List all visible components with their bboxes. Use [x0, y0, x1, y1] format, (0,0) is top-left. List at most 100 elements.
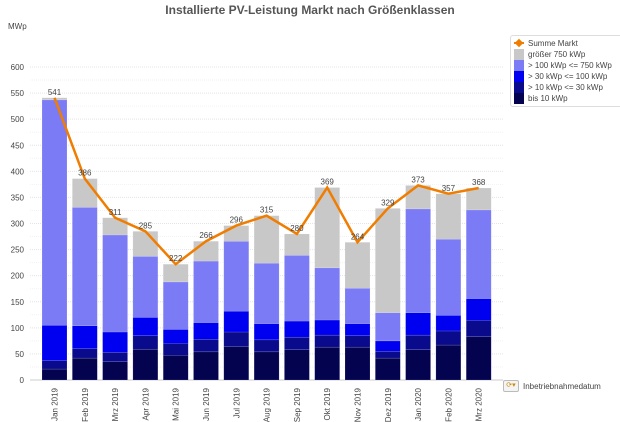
bar-segment [132, 231, 159, 257]
legend-swatch [514, 60, 524, 71]
bar-segment [132, 256, 159, 318]
y-tick-label: 450 [11, 141, 25, 150]
bar-segment [253, 215, 280, 264]
x-tick-label: Feb 2020 [444, 387, 453, 421]
bar-segment [193, 339, 219, 353]
bar-segment [132, 317, 159, 336]
x-tick-label: Mrz 2019 [111, 387, 120, 421]
data-label: 264 [351, 232, 365, 241]
legend-swatch [514, 93, 524, 104]
legend-swatch [514, 49, 524, 60]
legend-item[interactable]: > 100 kWp <= 750 kWp [514, 60, 620, 71]
data-label: 369 [321, 178, 335, 187]
bar-segment [314, 346, 340, 381]
bar-segment [223, 310, 250, 333]
y-tick-label: 200 [11, 272, 25, 281]
x-tick-label: Dez 2019 [384, 387, 393, 422]
y-axis-unit: MWp [8, 22, 27, 31]
x-tick-label: Okt 2019 [323, 387, 332, 420]
bar-segment [375, 208, 401, 313]
chart-title: Installierte PV-Leistung Markt nach Größ… [165, 3, 455, 17]
bar-segment [435, 315, 462, 332]
y-tick-label: 600 [11, 63, 25, 72]
bar-segment [193, 260, 219, 323]
data-label: 285 [139, 221, 153, 230]
bar-segment [72, 357, 98, 381]
bar-segment [193, 351, 219, 381]
bar-segment [162, 281, 189, 330]
bar-segment [223, 240, 250, 312]
y-tick-label: 400 [11, 167, 25, 176]
legend-item[interactable]: größer 750 kWp [514, 49, 620, 60]
bar-segment [162, 343, 189, 356]
data-label: 266 [199, 231, 213, 240]
data-label: 315 [260, 206, 274, 215]
bar-segment [102, 352, 128, 362]
bar-segment [102, 361, 128, 381]
bar-segment [162, 263, 189, 283]
x-tick-label: Apr 2019 [141, 387, 150, 420]
y-tick-label: 550 [11, 89, 25, 98]
y-tick-label: 150 [11, 298, 25, 307]
legend-item[interactable]: > 30 kWp <= 100 kWp [514, 71, 620, 82]
bar-segment [314, 334, 340, 348]
bar-segment [405, 334, 431, 350]
y-tick-label: 250 [11, 246, 25, 255]
bar-segment [72, 348, 98, 359]
bar-segment [253, 323, 280, 341]
legend-item[interactable]: > 10 kWp <= 30 kWp [514, 82, 620, 93]
bar-segment [344, 242, 371, 289]
bar-segment [284, 349, 310, 381]
bar-segment [465, 336, 492, 381]
bar-segment [314, 267, 340, 321]
legend-item[interactable]: bis 10 kWp [514, 93, 620, 104]
x-tick-label: Jan 2019 [51, 387, 60, 420]
line-marker-icon [514, 38, 524, 49]
legend-swatch [514, 71, 524, 82]
bar-segment [344, 346, 371, 381]
bar-segment [435, 344, 462, 381]
legend[interactable]: Summe Markt größer 750 kWp > 100 kWp <= 7… [510, 35, 620, 107]
bar-segment [465, 298, 492, 321]
bar-segment [405, 349, 431, 381]
bar-segment [435, 238, 462, 316]
y-tick-label: 350 [11, 193, 25, 202]
bar-segment [102, 234, 128, 333]
bar-segment [41, 99, 68, 326]
legend-label: größer 750 kWp [528, 50, 586, 59]
legend-label: bis 10 kWp [528, 94, 568, 103]
bar-segment [465, 320, 492, 337]
bar-segment [435, 193, 462, 240]
bar-segment [344, 335, 371, 348]
bar-segment [253, 351, 280, 381]
dimension-selector[interactable]: ⟳▾ Inbetriebnahmedatum [503, 380, 601, 392]
dimension-dropdown-icon[interactable]: ⟳▾ [503, 380, 519, 392]
y-tick-label: 0 [20, 376, 25, 385]
bar-segment [102, 331, 128, 353]
bar-segment [132, 348, 159, 381]
data-label: 368 [472, 178, 486, 187]
legend-label: > 100 kWp <= 750 kWp [528, 61, 612, 70]
x-tick-label: Feb 2019 [81, 387, 90, 421]
data-label: 357 [442, 184, 456, 193]
bar-segment [193, 322, 219, 340]
bar-segment [375, 340, 401, 352]
legend-item-summe[interactable]: Summe Markt [514, 38, 620, 49]
data-label: 373 [411, 175, 425, 184]
bar-segment [162, 329, 189, 344]
y-tick-label: 50 [15, 350, 24, 359]
bar-segment [284, 336, 310, 350]
bar-segment [465, 209, 492, 299]
y-tick-label: 500 [11, 115, 25, 124]
bar-segment [72, 325, 98, 349]
bar-segment [41, 324, 68, 361]
bar-segment [405, 312, 431, 336]
y-tick-label: 300 [11, 220, 25, 229]
legend-label: Summe Markt [528, 39, 578, 48]
legend-label: > 30 kWp <= 100 kWp [528, 72, 608, 81]
x-tick-label: Jul 2019 [232, 387, 241, 418]
data-label: 296 [230, 216, 244, 225]
x-tick-label: Mrz 2020 [475, 387, 484, 421]
bar-segment [193, 240, 219, 262]
bar-segment [465, 187, 492, 211]
